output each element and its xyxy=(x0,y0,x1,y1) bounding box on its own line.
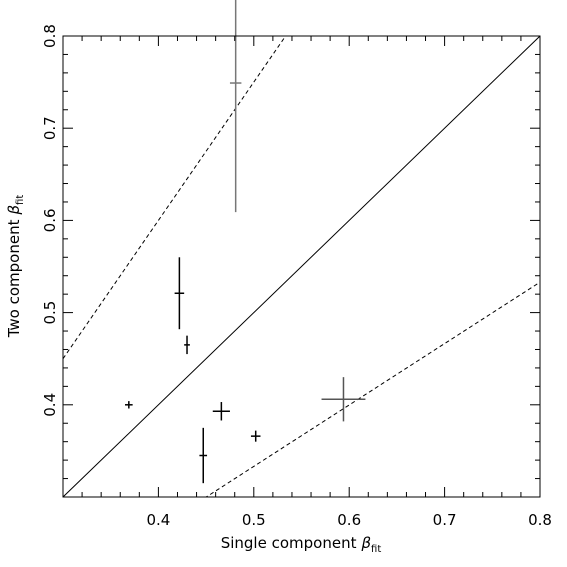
data-point-6 xyxy=(250,430,261,442)
data-point-5 xyxy=(199,427,208,484)
dashed-bound-line-2 xyxy=(205,281,540,497)
y-tick-label: 0.7 xyxy=(41,116,59,140)
data-point-0 xyxy=(229,0,242,213)
x-tick-label: 0.6 xyxy=(337,511,361,529)
data-point-7 xyxy=(321,377,366,422)
dashed-bound-line-1 xyxy=(63,36,287,359)
x-tick-label: 0.4 xyxy=(146,511,170,529)
y-axis-beta-symbol: β xyxy=(5,205,23,216)
x-axis-beta-symbol: β xyxy=(360,534,371,552)
data-point-4 xyxy=(212,402,230,421)
reference-lines xyxy=(63,36,540,497)
one-to-one-line xyxy=(63,36,540,497)
data-point-3 xyxy=(125,401,133,409)
x-tick-label: 0.7 xyxy=(433,511,457,529)
tick-labels: 0.4 0.5 0.6 0.7 0.8 0.4 0.5 0.6 0.7 0.8 xyxy=(41,24,552,529)
y-axis-title: Two component βfit xyxy=(5,195,26,339)
x-axis-subscript: fit xyxy=(371,544,381,555)
data-points xyxy=(125,0,366,484)
y-axis-label-text: Two component xyxy=(5,219,23,338)
y-tick-label: 0.5 xyxy=(41,301,59,325)
x-tick-label: 0.5 xyxy=(242,511,266,529)
data-point-2 xyxy=(184,335,190,355)
y-tick-label: 0.8 xyxy=(41,24,59,48)
x-tick-label: 0.8 xyxy=(528,511,552,529)
y-tick-label: 0.4 xyxy=(41,393,59,417)
plot-frame xyxy=(62,35,541,498)
y-tick-label: 0.6 xyxy=(41,208,59,232)
x-axis-label-text: Single component xyxy=(221,534,357,552)
data-point-1 xyxy=(174,257,185,330)
y-axis-subscript: fit xyxy=(15,195,26,205)
x-axis-title: Single component βfit xyxy=(221,534,382,555)
